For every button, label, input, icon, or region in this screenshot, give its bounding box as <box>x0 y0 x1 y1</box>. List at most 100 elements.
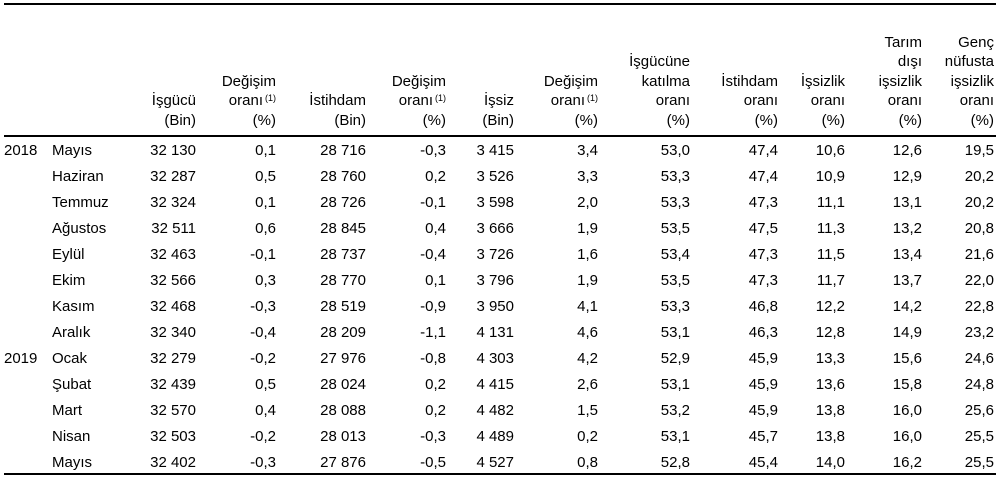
column-header-line: Değişim <box>222 72 276 92</box>
value-cell: 25,6 <box>964 402 994 419</box>
column-header-text: oranı <box>810 92 845 109</box>
value-cell: 13,1 <box>892 194 922 211</box>
value-cell: 11,5 <box>816 246 845 263</box>
value-cell: 3 526 <box>476 168 514 185</box>
table-row: Haziran 32 287 0,5 28 760 0,2 3 526 3,3 53,3 47,… <box>0 164 1000 190</box>
month-cell: Haziran <box>52 168 104 185</box>
table-row: Nisan 32 503 -0,2 28 013 -0,3 4 489 0,2 53,1 45,… <box>0 424 1000 450</box>
value-cell: 32 279 <box>150 350 196 367</box>
column-header-text: (%) <box>252 111 276 129</box>
column-header-text: Tarım <box>884 33 923 51</box>
column-header-line: İstihdam <box>309 91 366 111</box>
column-header-text: (Bin) <box>334 111 366 129</box>
column-header-text: (%) <box>898 111 922 129</box>
value-cell: 32 570 <box>150 402 196 419</box>
value-cell: 13,6 <box>815 376 845 393</box>
value-cell: -0,4 <box>420 246 446 263</box>
value-cell: 47,3 <box>748 194 778 211</box>
value-cell: 0,5 <box>255 168 276 185</box>
value-cell: 4,2 <box>577 350 598 367</box>
value-cell: 14,2 <box>892 298 922 315</box>
value-cell: 45,9 <box>748 350 778 367</box>
value-cell: -0,3 <box>420 428 446 445</box>
column-header-line: İşsizlik <box>801 72 845 92</box>
value-cell: -0,9 <box>420 298 446 315</box>
value-cell: 0,8 <box>577 454 598 471</box>
column-header-line: işsizlik <box>951 72 994 92</box>
column-header-text: (%) <box>821 111 845 129</box>
value-cell: 4 489 <box>476 428 514 445</box>
value-cell: 0,2 <box>425 168 446 185</box>
value-cell: -0,1 <box>250 246 276 263</box>
value-cell: 3,4 <box>577 142 598 159</box>
column-header-text: İstihdam <box>721 72 778 90</box>
value-cell: -0,5 <box>420 454 446 471</box>
column-header-text: (%) <box>754 111 778 129</box>
column-header-line: oranı (1) <box>399 91 446 111</box>
year-cell: 2019 <box>4 350 38 367</box>
value-cell: 46,3 <box>748 324 778 341</box>
table-row: Mayıs 32 402 -0,3 27 876 -0,5 4 527 0,8 52,8 45,… <box>0 450 1000 476</box>
value-cell: 23,2 <box>964 324 994 341</box>
value-cell: 20,2 <box>964 194 994 211</box>
value-cell: 16,0 <box>892 402 922 419</box>
column-header-text: işsizlik <box>950 72 994 90</box>
value-cell: 47,3 <box>748 246 778 263</box>
value-cell: 28 013 <box>320 428 366 445</box>
bottom-rule <box>4 473 996 475</box>
value-cell: -0,2 <box>250 428 276 445</box>
value-cell: 32 130 <box>150 142 196 159</box>
value-cell: 22,0 <box>964 272 994 289</box>
value-cell: 4 527 <box>476 454 514 471</box>
column-header-line: (%) <box>253 111 276 131</box>
value-cell: 13,4 <box>892 246 922 263</box>
value-cell: 0,3 <box>255 272 276 289</box>
value-cell: 3,3 <box>577 168 598 185</box>
value-cell: 25,5 <box>964 428 994 445</box>
value-cell: 13,7 <box>892 272 922 289</box>
value-cell: 3 796 <box>476 272 514 289</box>
value-cell: 47,3 <box>748 272 778 289</box>
value-cell: 12,8 <box>815 324 845 341</box>
value-cell: 24,6 <box>964 350 994 367</box>
column-header-text: İstihdam <box>309 92 366 109</box>
column-header-text: (%) <box>574 111 598 129</box>
column-header-line: (Bin) <box>482 111 514 131</box>
month-cell: Mayıs <box>52 142 93 159</box>
column-header-line: (%) <box>755 111 778 131</box>
value-cell: 12,9 <box>892 168 922 185</box>
value-cell: 11,1 <box>816 194 845 211</box>
value-cell: 13,8 <box>815 428 845 445</box>
column-header-line: (%) <box>423 111 446 131</box>
table-row: Mart 32 570 0,4 28 088 0,2 4 482 1,5 53,2 45,9 13… <box>0 398 1000 424</box>
column-header-text: oranı <box>398 92 433 109</box>
month-cell: Nisan <box>52 428 91 445</box>
table-row: Temmuz 32 324 0,1 28 726 -0,1 3 598 2,0 53,3 47,… <box>0 190 1000 216</box>
value-cell: 10,9 <box>815 168 845 185</box>
month-cell: Mayıs <box>52 454 93 471</box>
value-cell: 19,5 <box>964 142 994 159</box>
footnote-marker: (1) <box>435 93 446 103</box>
value-cell: 28 845 <box>320 220 366 237</box>
value-cell: 15,8 <box>892 376 922 393</box>
value-cell: 12,2 <box>815 298 845 315</box>
value-cell: 4 482 <box>476 402 514 419</box>
value-cell: 4 415 <box>476 376 514 393</box>
value-cell: 45,9 <box>748 376 778 393</box>
value-cell: 53,5 <box>660 272 690 289</box>
year-cell: 2018 <box>4 142 38 159</box>
top-rule <box>4 3 996 5</box>
column-header: Genç nüfusta işsizlik oranı (%) <box>945 0 994 130</box>
value-cell: 32 468 <box>150 298 196 315</box>
column-header-text: İşsizlik <box>800 72 845 90</box>
month-cell: Mart <box>52 402 82 419</box>
value-cell: 1,9 <box>577 220 598 237</box>
value-cell: 3 726 <box>476 246 514 263</box>
column-header-text: oranı <box>228 92 263 109</box>
value-cell: 53,3 <box>660 168 690 185</box>
column-header: Değişim oranı (1) (%) <box>544 0 598 130</box>
table-row: Eylül 32 463 -0,1 28 737 -0,4 3 726 1,6 53,4 47,… <box>0 242 1000 268</box>
value-cell: 3 950 <box>476 298 514 315</box>
value-cell: 32 402 <box>150 454 196 471</box>
